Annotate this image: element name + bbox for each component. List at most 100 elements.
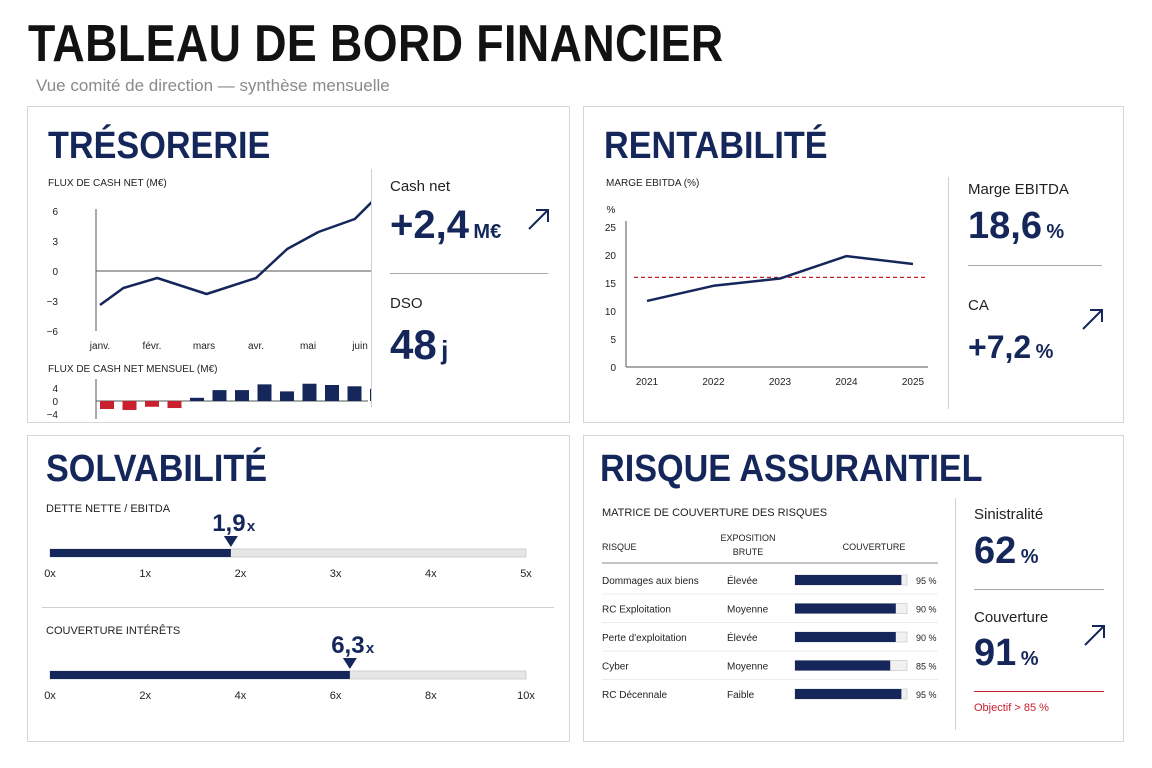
kpi-label-ca: CA [968, 297, 989, 314]
risk-exposure: Moyenne [727, 605, 769, 616]
x-tick-label: 2023 [769, 377, 792, 388]
kpi-unit: % [1035, 341, 1054, 363]
bar [280, 391, 294, 401]
page-subtitle: Vue comité de direction — synthèse mensu… [36, 76, 390, 95]
objective-line [974, 691, 1104, 692]
kpi-label-ebitda: Marge EBITDA [968, 181, 1069, 198]
gauge-tick-label: 6x [330, 690, 342, 702]
kpi-label-cash-net: Cash net [390, 178, 451, 195]
coverage-bar [795, 575, 902, 585]
x-tick-label: mars [193, 341, 215, 351]
coverage-label: 90 % [916, 633, 937, 643]
kpi-value: 62 [974, 530, 1017, 572]
gauge-marker [223, 536, 238, 547]
bar [325, 385, 339, 401]
gauge-tick-label: 5x [520, 568, 532, 580]
column-header: BRUTE [733, 547, 764, 557]
gauge-fill [50, 549, 231, 557]
interest-coverage-gauge: COUVERTURE INTÉRÊTS 6,3 x 0x 2x 4x 6x 8x 10x [44, 624, 535, 702]
coverage-label: 95 % [916, 690, 937, 700]
kpi-value: 18,6 [968, 205, 1042, 247]
gauge-tick-label: 2x [139, 690, 151, 702]
gauge-tick-label: 4x [425, 568, 437, 580]
gauge-tick-label: 1x [139, 568, 151, 580]
risk-name: Cyber [602, 662, 629, 673]
cash-flow-bar-chart: FLUX DE CASH NET MENSUEL (M€) 4 0 −4 [47, 364, 372, 421]
x-tick-label: janv. [89, 341, 110, 351]
kpi-divider [948, 177, 949, 409]
risk-name: Dommages aux biens [602, 576, 699, 587]
chart-title: FLUX DE CASH NET MENSUEL (M€) [48, 364, 217, 375]
y-tick-label: 4 [52, 384, 58, 395]
gauge-title: DETTE NETTE / EBITDA [46, 503, 171, 515]
column-header: RISQUE [602, 542, 637, 552]
gauge-marker [342, 658, 357, 669]
gauge-tick-label: 0x [44, 568, 56, 580]
kpi-value: 48 [390, 321, 437, 368]
x-tick-label: 2025 [902, 377, 925, 388]
gauge-tick-label: 8x [425, 690, 437, 702]
gauge-tick-label: 0x [44, 690, 56, 702]
bar [347, 386, 362, 401]
y-tick-label: 0 [52, 397, 58, 408]
risk-name: RC Décennale [602, 690, 667, 701]
page-title: TABLEAU DE BORD FINANCIER [28, 15, 724, 73]
panel-title: TRÉSORERIE [48, 125, 271, 167]
gauge-fill [50, 671, 350, 679]
kpi-couverture: 91 % [974, 632, 1039, 675]
y-tick-label: 0 [52, 267, 58, 278]
kpi-sinistralite: 62 % [974, 530, 1039, 573]
gauge-value: 1,9 [212, 510, 245, 537]
y-tick-label: 20 [605, 251, 617, 262]
gauge-tick-label: 10x [517, 690, 535, 702]
gauge-unit: x [247, 518, 256, 535]
gauge-unit: x [366, 640, 375, 657]
risk-exposure: Élevée [727, 574, 758, 587]
kpi-label-dso: DSO [390, 295, 423, 312]
kpi-unit: j [441, 335, 449, 365]
panel-title: SOLVABILITÉ [46, 448, 268, 490]
bar [302, 383, 317, 401]
bar [122, 401, 137, 410]
coverage-bar [795, 689, 902, 699]
gauge-tick-label: 3x [330, 568, 342, 580]
panel-solvabilite: SOLVABILITÉ DETTE NETTE / EBITDA 1,9 x 0x 1x… [27, 435, 570, 742]
kpi-separator [390, 273, 548, 274]
panel-tresorerie: TRÉSORERIE FLUX DE CASH NET (M€) 6 3 0 −3 −6 j… [27, 106, 570, 423]
kpi-value: +2,4 [390, 203, 469, 247]
objective-label: Objectif > 85 % [974, 702, 1049, 714]
y-tick-label: −4 [47, 410, 59, 421]
coverage-bar [795, 603, 896, 614]
panel-risque: RISQUE ASSURANTIEL MATRICE DE COUVERTURE… [583, 435, 1124, 742]
y-unit-label: % [607, 205, 616, 216]
chart-title: MARGE EBITDA (%) [606, 178, 699, 189]
risk-exposure: Élevée [727, 631, 758, 644]
x-tick-label: 2022 [702, 377, 725, 388]
column-header: EXPOSITION [720, 533, 775, 543]
risk-coverage-matrix: MATRICE DE COUVERTURE DES RISQUES RISQUE E… [602, 507, 938, 701]
bar [212, 390, 227, 401]
debt-ebitda-gauge: DETTE NETTE / EBITDA 1,9 x 0x 1x 2x 3x 4x 5x [44, 503, 532, 580]
kpi-ca: +7,2 % [968, 329, 1053, 366]
y-tick-label: −6 [47, 327, 59, 338]
gauge-value: 6,3 [331, 632, 364, 659]
series-line [646, 254, 914, 303]
x-tick-label: juin [351, 341, 368, 351]
panel-title: RISQUE ASSURANTIEL [600, 448, 983, 490]
kpi-value: 91 [974, 632, 1017, 674]
kpi-unit: % [1020, 648, 1039, 670]
kpi-label-couverture: Couverture [974, 609, 1049, 626]
kpi-cash-net: +2,4 M€ [390, 203, 501, 248]
y-tick-label: 15 [605, 279, 617, 290]
table-title: MATRICE DE COUVERTURE DES RISQUES [602, 507, 827, 519]
kpi-divider [955, 498, 956, 730]
gauge-tick-label: 4x [235, 690, 247, 702]
kpi-ebitda: 18,6 % [968, 205, 1064, 248]
kpi-separator [974, 589, 1104, 590]
y-tick-label: 10 [605, 307, 617, 318]
x-tick-label: 2021 [636, 377, 659, 388]
bar [100, 401, 114, 409]
ebitda-margin-line-chart: MARGE EBITDA (%)% 25 20 15 10 5 0 2021 2022 2023 2… [605, 178, 928, 388]
gauge-title: COUVERTURE INTÉRÊTS [46, 624, 180, 637]
chart-title: FLUX DE CASH NET (M€) [48, 178, 167, 189]
